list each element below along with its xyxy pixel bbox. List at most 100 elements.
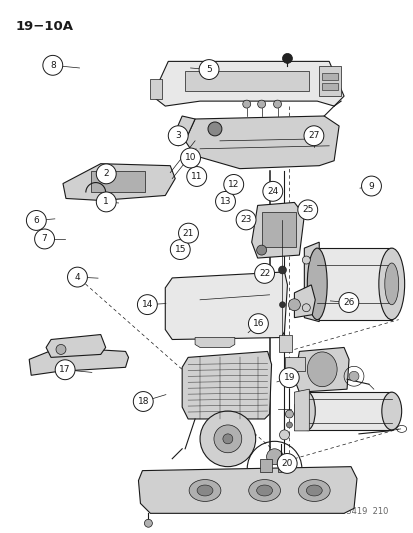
Bar: [306, 392, 391, 430]
Polygon shape: [182, 351, 271, 419]
Ellipse shape: [381, 392, 401, 430]
Bar: [321, 74, 337, 80]
Circle shape: [26, 211, 46, 230]
Polygon shape: [172, 116, 195, 146]
Circle shape: [279, 302, 285, 308]
Circle shape: [186, 167, 206, 187]
Circle shape: [254, 263, 274, 284]
Text: 13: 13: [219, 197, 231, 206]
Text: 22: 22: [258, 269, 270, 278]
Polygon shape: [46, 335, 105, 358]
Circle shape: [168, 126, 188, 146]
Text: 3: 3: [175, 131, 180, 140]
Bar: [90, 171, 145, 192]
Circle shape: [178, 223, 198, 243]
Bar: [316, 248, 391, 320]
Text: 25: 25: [301, 205, 313, 214]
Text: 93419  210: 93419 210: [341, 507, 388, 516]
Polygon shape: [251, 203, 304, 258]
Text: 19−10A: 19−10A: [15, 20, 73, 33]
Circle shape: [43, 55, 63, 75]
Circle shape: [282, 53, 292, 63]
Polygon shape: [318, 66, 340, 96]
Text: 5: 5: [206, 65, 211, 74]
Circle shape: [242, 100, 250, 108]
Polygon shape: [63, 164, 175, 200]
Text: 6: 6: [33, 216, 39, 225]
Circle shape: [301, 256, 310, 264]
Circle shape: [223, 174, 243, 195]
Ellipse shape: [306, 352, 336, 386]
Circle shape: [55, 360, 75, 379]
Ellipse shape: [299, 392, 315, 430]
Text: 24: 24: [266, 187, 278, 196]
Text: 27: 27: [308, 131, 319, 140]
Polygon shape: [304, 242, 318, 321]
Text: 9: 9: [368, 182, 373, 190]
Bar: [294, 404, 373, 422]
Bar: [321, 83, 337, 90]
Text: 11: 11: [190, 172, 202, 181]
Circle shape: [301, 304, 310, 312]
Circle shape: [133, 392, 153, 411]
Polygon shape: [138, 467, 356, 513]
Circle shape: [338, 293, 358, 312]
Circle shape: [170, 240, 190, 260]
Text: 2: 2: [103, 169, 109, 179]
Circle shape: [279, 368, 299, 387]
Ellipse shape: [378, 248, 404, 320]
Circle shape: [278, 266, 286, 274]
Circle shape: [277, 454, 297, 473]
Circle shape: [180, 148, 200, 168]
Circle shape: [256, 245, 266, 255]
Circle shape: [248, 314, 268, 334]
Circle shape: [277, 458, 285, 466]
Circle shape: [286, 422, 292, 428]
Circle shape: [207, 122, 221, 136]
Polygon shape: [185, 71, 309, 91]
Polygon shape: [185, 116, 338, 168]
Ellipse shape: [306, 485, 321, 496]
Circle shape: [348, 372, 358, 381]
Circle shape: [361, 176, 380, 196]
Circle shape: [273, 100, 281, 108]
Ellipse shape: [256, 485, 272, 496]
Text: 10: 10: [184, 154, 196, 163]
Text: 20: 20: [281, 459, 292, 468]
Circle shape: [288, 299, 300, 311]
Circle shape: [257, 100, 265, 108]
Text: 7: 7: [42, 235, 47, 244]
Text: 21: 21: [183, 229, 194, 238]
Circle shape: [303, 126, 323, 146]
Ellipse shape: [248, 480, 280, 502]
Circle shape: [262, 181, 282, 201]
Polygon shape: [29, 348, 128, 375]
Bar: [277, 459, 289, 472]
Text: 15: 15: [174, 245, 185, 254]
Circle shape: [144, 519, 152, 527]
Bar: [285, 358, 305, 372]
Text: 1: 1: [103, 197, 109, 206]
Ellipse shape: [384, 263, 398, 305]
Ellipse shape: [306, 248, 326, 320]
Polygon shape: [165, 272, 287, 340]
Text: 16: 16: [252, 319, 263, 328]
Circle shape: [56, 344, 66, 354]
Circle shape: [266, 449, 282, 465]
Bar: [150, 79, 162, 99]
Text: 4: 4: [74, 272, 80, 281]
Polygon shape: [294, 348, 348, 392]
Circle shape: [279, 430, 289, 440]
Circle shape: [199, 60, 218, 79]
Text: 26: 26: [342, 298, 354, 307]
Ellipse shape: [189, 480, 221, 502]
Circle shape: [199, 411, 255, 467]
Circle shape: [96, 192, 116, 212]
Bar: [259, 459, 271, 472]
Text: 18: 18: [137, 397, 149, 406]
Text: 12: 12: [228, 180, 239, 189]
Circle shape: [297, 200, 317, 220]
Circle shape: [67, 267, 87, 287]
Circle shape: [215, 191, 235, 211]
Circle shape: [214, 425, 241, 453]
